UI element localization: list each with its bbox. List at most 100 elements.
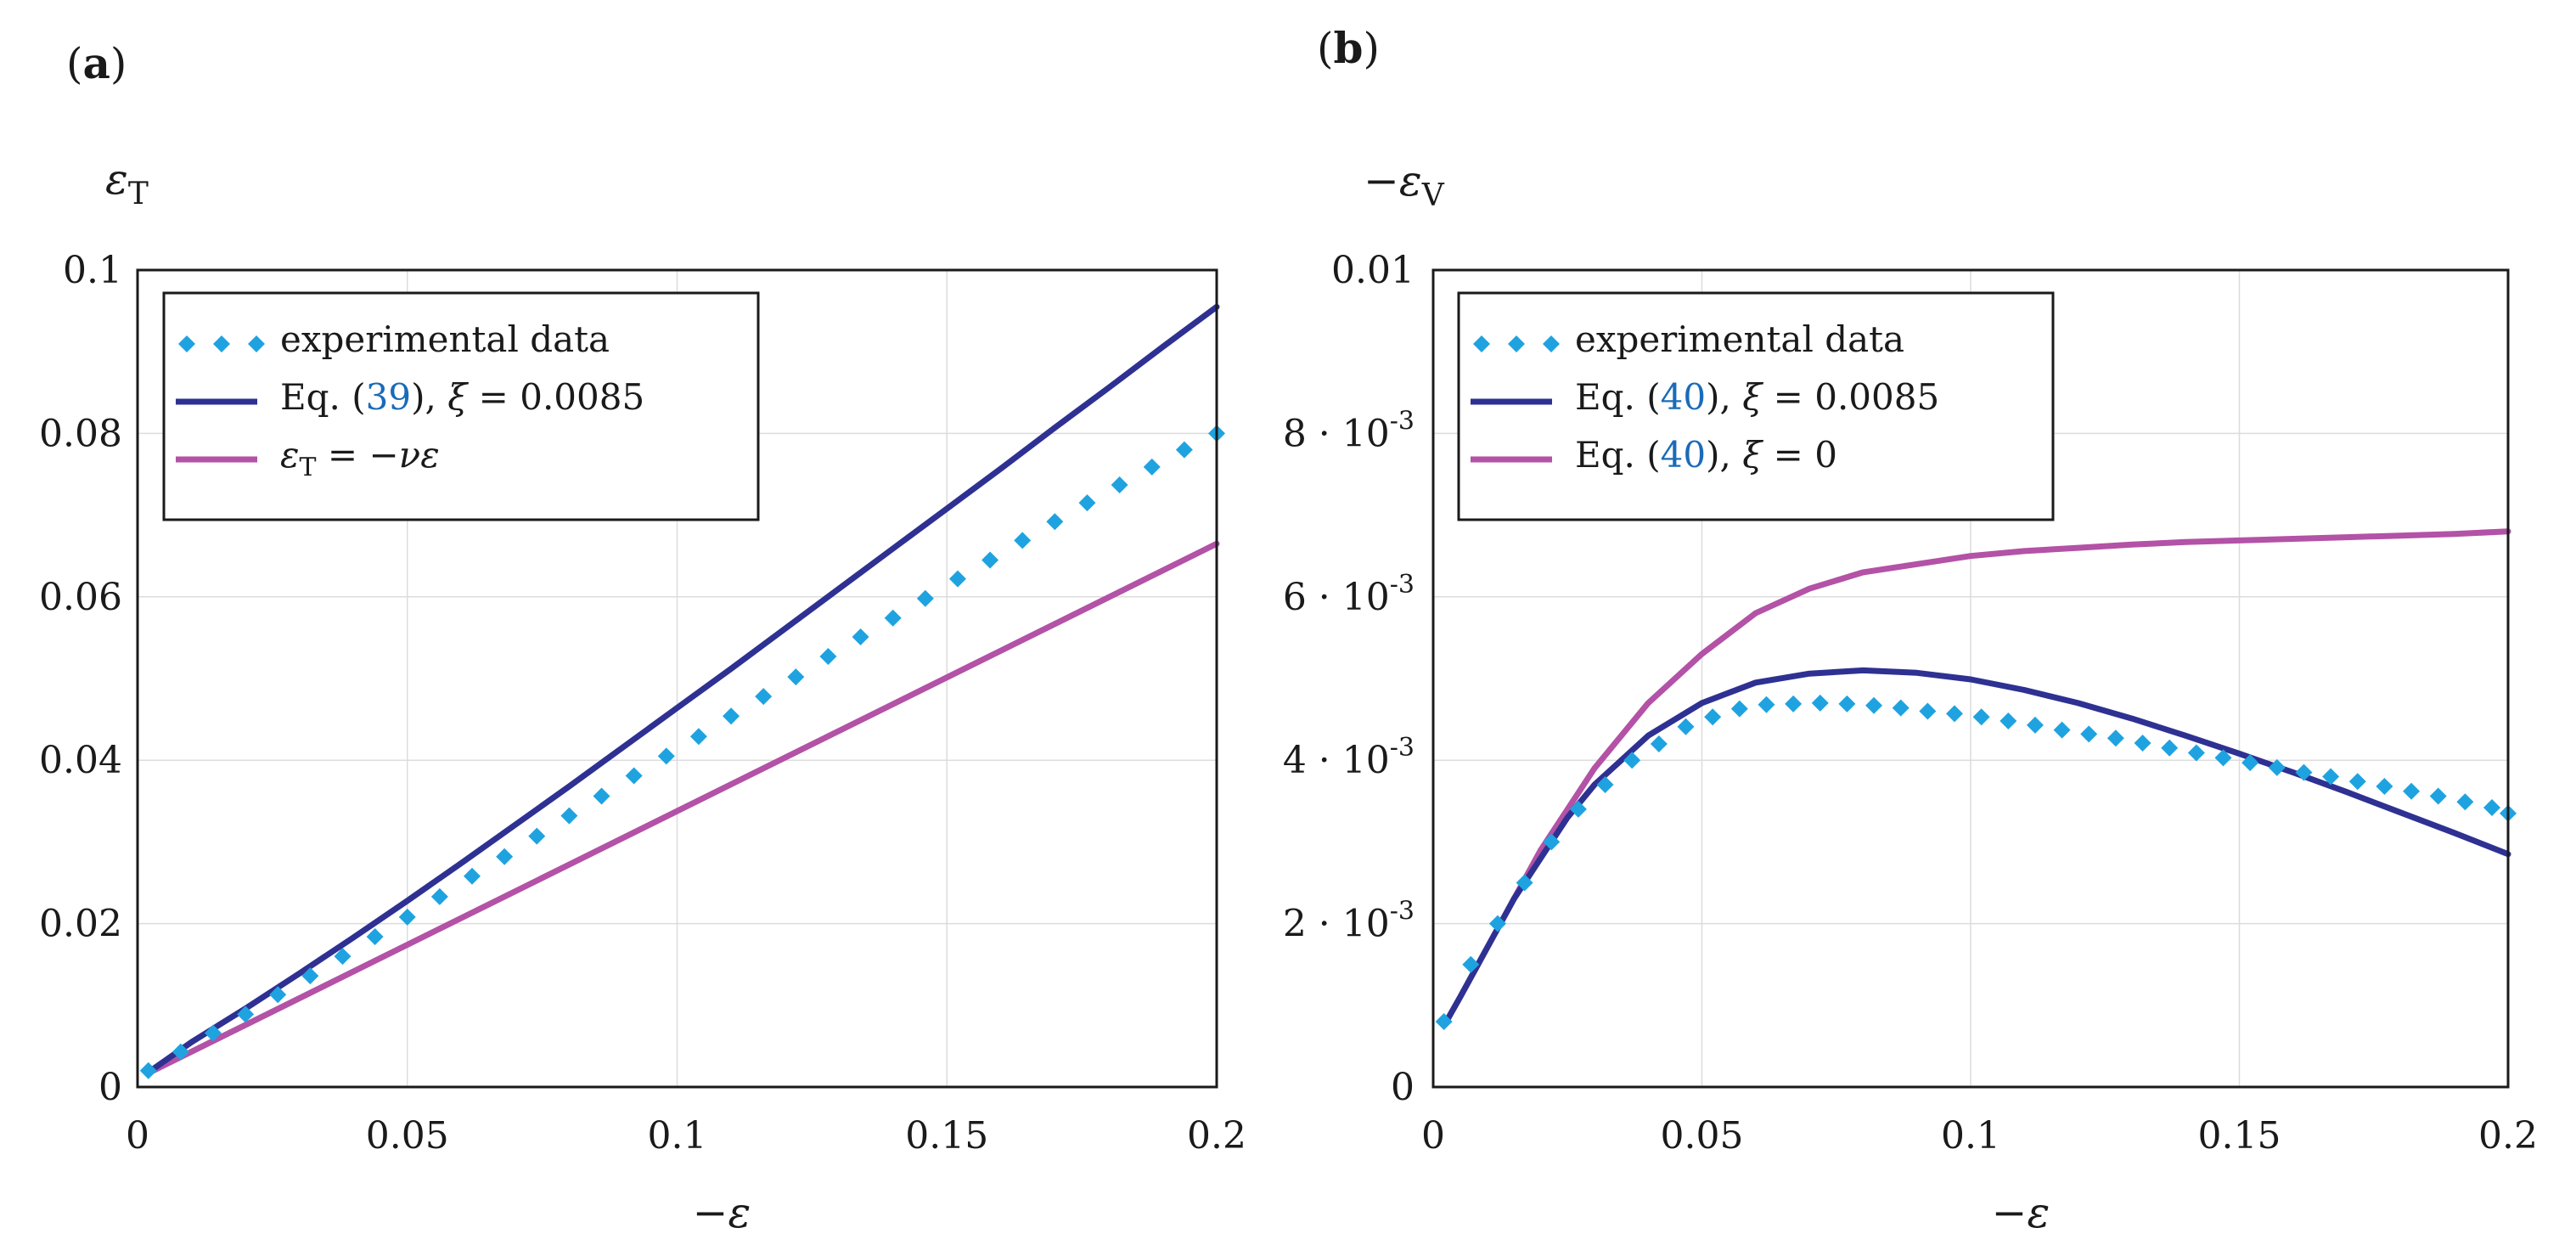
panel-b-series-experimental-point-3	[1516, 874, 1533, 892]
panel-b-series-experimental-point-17	[1892, 699, 1910, 717]
panel-a-series-experimental-point-15	[625, 767, 643, 785]
panel-b-series-experimental-point-35	[2376, 777, 2393, 795]
panel-b-x-ticks: 0 0.05 0.1 0.15 0.2	[1421, 1114, 2538, 1157]
panel-b-legend-label-fit: Eq. (40), ξ = 0.0085	[1575, 376, 1939, 418]
panel-b-label: (b)	[1317, 23, 1380, 73]
panel-b-series-experimental-point-27	[2161, 739, 2179, 757]
panel-b-x-axis-label: −ε	[1992, 1188, 2050, 1237]
panel-a-series-experimental-point-6	[334, 948, 352, 966]
panel-b-y-ticks: 0 2 · 10-3 4 · 10-3 6 · 10-3 8 · 10-3 0.01	[1283, 249, 1415, 1109]
panel-b-series-experimental-point-5	[1569, 800, 1587, 818]
panel-a-series-reference-line	[145, 540, 1220, 1077]
panel-b-series-reference-line	[1441, 528, 2511, 1029]
panel-a-series-experimental-point-13	[560, 807, 578, 825]
panel-b-legend-swatch-experimental	[1473, 335, 1560, 352]
panel-b-series-experimental-point-12	[1758, 696, 1775, 713]
panel-a-series-experimental-point-23	[884, 609, 902, 627]
panel-b-y-tick-label-1: 2 · 10-3	[1283, 897, 1415, 946]
panel-b-series-experimental-point-4	[1543, 833, 1561, 851]
panel-b-legend-swatch-dot-0	[1473, 335, 1490, 352]
panel-b-y-tick-label-2: 4 · 10-3	[1283, 733, 1415, 782]
panel-b-series-experimental-point-32	[2295, 763, 2313, 781]
panel-a-legend-swatch-dot-0	[178, 335, 195, 352]
panel-a-series-experimental-point-7	[366, 927, 384, 945]
panel-b-series-experimental-point-21	[1999, 712, 2017, 730]
panel-a-series-experimental-point-25	[948, 570, 966, 588]
panel-b-legend-swatch-dot-1	[1508, 335, 1525, 352]
panel-b-x-tick-label-0: 0	[1421, 1114, 1445, 1157]
panel-a-series-experimental-point-20	[787, 668, 805, 686]
panel-b-series	[1435, 528, 2517, 1031]
panel-a-series-experimental-point-28	[1046, 513, 1064, 531]
panel-a-series-experimental-point-32	[1175, 441, 1193, 459]
panel-b-series-experimental-point-15	[1838, 695, 1856, 712]
panel-a-legend-box	[162, 291, 760, 521]
panel-a-label: (a)	[66, 38, 127, 88]
panel-a-series-experimental-point-30	[1111, 476, 1128, 494]
panel-b-series-experimental-point-2	[1488, 915, 1506, 932]
panel-b-x-tick-label-1: 0.05	[1661, 1114, 1744, 1157]
panel-a-series-experimental-point-19	[755, 688, 773, 706]
panel-a-series-experimental-point-0	[139, 1062, 157, 1079]
panel-a-y-ticks: 0 0.02 0.04 0.06 0.08 0.1	[39, 249, 122, 1109]
panel-a-series-experimental-point-1	[172, 1043, 189, 1061]
panel-a-legend-label-experimental: experimental data	[280, 318, 610, 360]
panel-b-series-experimental-point-9	[1677, 718, 1695, 735]
panel-a-series-experimental-point-9	[430, 887, 448, 905]
panel-b-series-experimental-point-6	[1596, 776, 1614, 794]
panel-a-series-experimental-point-24	[916, 589, 934, 607]
panel-a-series-experimental-point-16	[657, 747, 675, 765]
panel-b-series-experimental-point-20	[1972, 708, 1990, 726]
panel-a-series	[139, 303, 1225, 1079]
panel-a-series-experimental-point-14	[593, 787, 610, 805]
panel-b-y-tick-label-4: 8 · 10-3	[1283, 406, 1415, 455]
panel-b-plot-frame	[1431, 268, 2510, 1089]
panel-a-x-tick-label-0: 0	[126, 1114, 149, 1157]
panel-a-y-tick-label-5: 0.1	[63, 249, 122, 292]
panel-b-series-experimental-point-38	[2456, 793, 2474, 811]
panel-a-legend-swatch-dot-2	[248, 335, 265, 352]
panel-b-series-experimental-point-19	[1946, 705, 1964, 723]
panel-a-legend-swatch-dot-1	[213, 335, 230, 352]
panel-a-x-tick-label-1: 0.05	[366, 1114, 449, 1157]
panel-b-legend-label-experimental: experimental data	[1575, 318, 1904, 360]
panel-a-plot-frame	[136, 268, 1218, 1089]
panel-b-y-tick-label-0: 0	[1391, 1066, 1415, 1109]
panel-b-series-experimental-point-24	[2080, 725, 2098, 743]
panel-a-series-experimental-point-27	[1014, 532, 1032, 549]
panel-b-series-experimental-point-33	[2322, 768, 2340, 786]
panel-a-series-experimental-point-5	[301, 967, 319, 985]
panel-a-legend-label-fit: Eq. (39), ξ = 0.0085	[280, 376, 644, 418]
panel-b-series-experimental-point-22	[2026, 716, 2044, 734]
panel-b-series-experimental-point-16	[1865, 696, 1883, 714]
panel-b-series-experimental-point-1	[1462, 955, 1480, 973]
panel-b-y-tick-label-5: 0.01	[1331, 249, 1415, 292]
panel-a-y-tick-label-1: 0.02	[39, 903, 122, 946]
panel-a-x-tick-label-4: 0.2	[1187, 1114, 1246, 1157]
panel-b-series-experimental-point-14	[1811, 694, 1829, 712]
panel-b-series-fit-line	[1441, 667, 2511, 1029]
panel-a-series-experimental-point-31	[1143, 458, 1161, 476]
panel-a-series-experimental-point-10	[464, 867, 481, 885]
panel-a-series-experimental-point-8	[398, 908, 416, 926]
panel-b-x-tick-label-3: 0.15	[2198, 1114, 2281, 1157]
panel-b-series-experimental-point-25	[2106, 729, 2124, 747]
panel-a-series-experimental-point-26	[981, 551, 999, 569]
panel-b-series-experimental-point-11	[1730, 700, 1748, 718]
panel-b-series-experimental-point-30	[2241, 754, 2259, 772]
panel-b-legend: experimental data Eq. (40), ξ = 0.0085 E…	[1457, 291, 2055, 521]
panel-a-series-experimental-point-11	[496, 848, 514, 865]
panel-a-series-experimental-point-18	[723, 707, 740, 725]
panel-b-series-experimental-point-18	[1919, 702, 1937, 720]
panel-a-x-axis-label: −ε	[693, 1188, 751, 1237]
panel-a-legend-swatch-experimental	[178, 335, 265, 352]
panel-a-x-tick-label-3: 0.15	[905, 1114, 988, 1157]
panel-b-y-tick-label-3: 6 · 10-3	[1283, 570, 1415, 619]
panel-b-series-experimental-point-23	[2053, 721, 2071, 739]
panel-a-legend: experimental data Eq. (39), ξ = 0.0085 ε…	[162, 291, 760, 521]
panel-a-y-tick-label-2: 0.04	[39, 739, 122, 782]
panel-a-y-axis-label: εT	[105, 155, 149, 211]
panel-b-series-experimental-point-31	[2268, 758, 2286, 776]
panel-a-series-experimental-point-29	[1078, 494, 1096, 512]
